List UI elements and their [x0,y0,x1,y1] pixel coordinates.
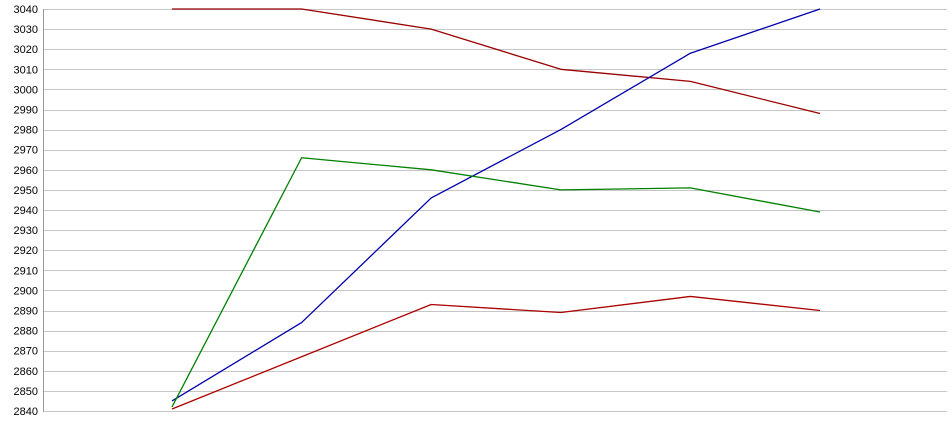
series-line-blue [171,8,821,402]
y-tick-label: 2840 [14,406,38,418]
y-tick-label: 3030 [14,24,38,36]
y-tick-label: 2850 [14,386,38,398]
y-tick-label: 2860 [14,366,38,378]
y-tick-label: 2940 [14,205,38,217]
y-tick-label: 2970 [14,145,38,157]
y-tick-label: 2990 [14,105,38,117]
y-tick-label: 2890 [14,306,38,318]
y-tick-label: 2960 [14,165,38,177]
y-tick-label: 3010 [14,64,38,76]
series-line-green [171,157,821,408]
y-tick-label: 2900 [14,285,38,297]
y-tick-label: 2920 [14,245,38,257]
y-tick-label: 2880 [14,326,38,338]
series-line-dark-red-lower [171,295,821,410]
y-tick-label: 2930 [14,225,38,237]
y-tick-label: 2870 [14,346,38,358]
y-tick-label: 2980 [14,125,38,137]
y-tick-label: 3000 [14,84,38,96]
y-tick-label: 3020 [14,44,38,56]
y-tick-label: 2910 [14,265,38,277]
y-tick-label: 2950 [14,185,38,197]
series-line-dark-red-upper [172,8,821,115]
y-tick-label: 3040 [14,4,38,16]
